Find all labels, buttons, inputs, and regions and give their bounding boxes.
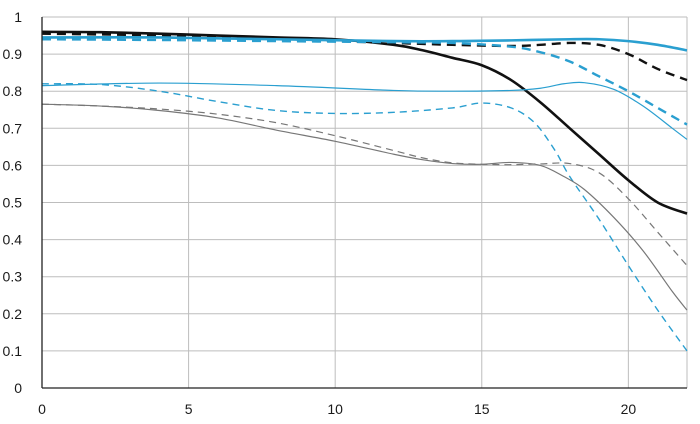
x-tick-label: 10 bbox=[327, 401, 343, 417]
x-tick-label: 0 bbox=[38, 401, 46, 417]
series-line-7 bbox=[41, 103, 688, 311]
series-line-6 bbox=[41, 83, 688, 352]
x-tick-label: 15 bbox=[474, 401, 490, 417]
y-tick-label: 0.8 bbox=[3, 83, 23, 99]
y-tick-label: 1 bbox=[14, 9, 22, 25]
y-tick-label: 0.9 bbox=[3, 46, 23, 62]
series-line-1 bbox=[41, 30, 688, 215]
y-tick-label: 0.2 bbox=[3, 306, 23, 322]
axis-layer bbox=[41, 17, 687, 389]
y-tick-label: 0.7 bbox=[3, 120, 23, 136]
series-line-5 bbox=[41, 81, 688, 140]
y-tick-label: 0.1 bbox=[3, 343, 23, 359]
series-line-2 bbox=[41, 32, 688, 82]
series-layer bbox=[41, 30, 688, 352]
y-tick-label: 0.5 bbox=[3, 195, 23, 211]
series-line-8 bbox=[41, 103, 688, 266]
x-tick-label: 5 bbox=[185, 401, 193, 417]
y-tick-label: 0.4 bbox=[3, 232, 23, 248]
series-line-3 bbox=[41, 35, 688, 52]
y-tick-label: 0.3 bbox=[3, 269, 23, 285]
y-tick-label: 0.6 bbox=[3, 157, 23, 173]
grid-layer bbox=[42, 16, 688, 388]
tick-label-layer: 00.10.20.30.40.50.60.70.80.910 5 10 15 20 bbox=[3, 9, 637, 417]
x-tick-label: 20 bbox=[621, 401, 637, 417]
y-tick-label: 0 bbox=[14, 380, 22, 396]
series-line-4 bbox=[41, 38, 688, 126]
